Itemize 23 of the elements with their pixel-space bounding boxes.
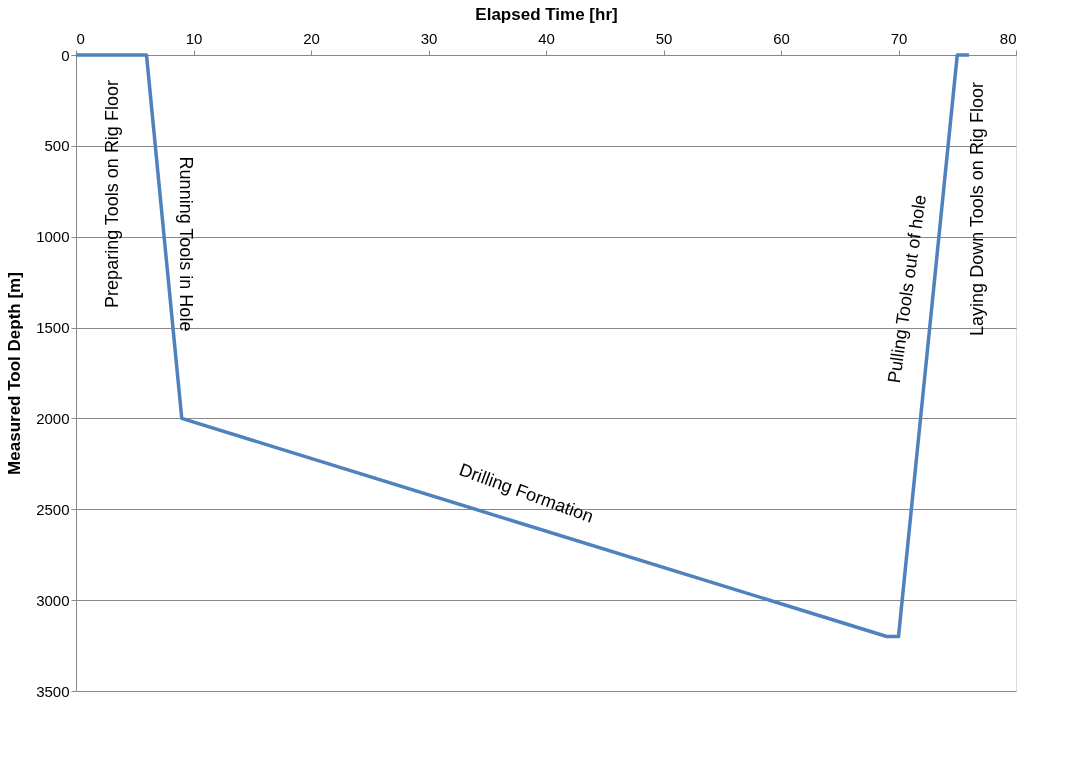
y-tick-label: 500 [44,137,70,155]
y-tick-label: 0 [61,46,70,64]
x-tick-label: 50 [655,29,673,47]
x-tick-label: 0 [76,29,85,47]
x-tick-label: 30 [420,29,438,47]
y-tick-label: 1500 [36,319,70,337]
annotation: Pulling Tools out of hole [883,193,931,385]
x-axis-title: Elapsed Time [hr] [475,4,618,24]
x-tick-label: 40 [538,29,555,47]
annotation: Preparing Tools on Rig Floor [102,80,122,308]
y-tick-label: 2500 [36,500,70,518]
y-axis-title: Measured Tool Depth [m] [5,272,25,475]
x-tick-label: 70 [890,29,908,47]
annotation: Laying Down Tools on Rig Floor [967,82,987,336]
x-tick-label: 60 [773,29,790,47]
y-tick-label: 2000 [36,409,70,427]
x-tick-label: 20 [303,29,320,47]
x-tick-label: 80 [999,29,1017,47]
y-tick-label: 3000 [36,591,70,609]
y-tick-label: 1000 [36,228,70,246]
y-tick-label: 3500 [36,682,70,700]
annotation: Running Tools in Hole [176,156,196,332]
x-tick-label: 10 [185,29,203,47]
